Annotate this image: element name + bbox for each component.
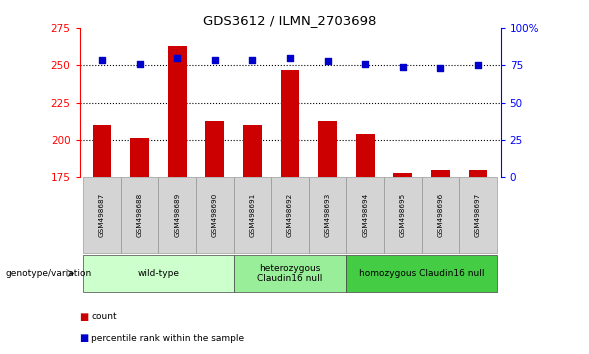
Bar — [281, 70, 299, 177]
Text: GSM498691: GSM498691 — [250, 193, 256, 237]
Point — [398, 64, 408, 70]
Text: GSM498689: GSM498689 — [174, 193, 180, 237]
Text: GSM498690: GSM498690 — [212, 193, 218, 237]
Point — [360, 61, 370, 67]
Text: heterozygous
Claudin16 null: heterozygous Claudin16 null — [257, 264, 323, 283]
Text: count: count — [91, 312, 117, 321]
Text: homozygous Claudin16 null: homozygous Claudin16 null — [359, 269, 484, 278]
Bar — [243, 125, 262, 177]
Point — [436, 65, 445, 71]
Point — [97, 57, 107, 62]
Bar — [168, 46, 187, 177]
Bar — [356, 134, 375, 177]
Text: ■: ■ — [80, 333, 89, 343]
Bar — [206, 120, 224, 177]
Text: wild-type: wild-type — [137, 269, 180, 278]
Text: GSM498696: GSM498696 — [438, 193, 444, 237]
Point — [135, 61, 144, 67]
Bar — [469, 170, 488, 177]
Text: GSM498692: GSM498692 — [287, 193, 293, 237]
Point — [210, 57, 220, 62]
Text: genotype/variation: genotype/variation — [6, 269, 92, 278]
Point — [248, 57, 257, 62]
Point — [173, 55, 182, 61]
Title: GDS3612 / ILMN_2703698: GDS3612 / ILMN_2703698 — [203, 14, 377, 27]
Point — [285, 55, 294, 61]
Bar — [318, 120, 337, 177]
Bar — [92, 125, 111, 177]
Text: percentile rank within the sample: percentile rank within the sample — [91, 333, 244, 343]
Text: GSM498688: GSM498688 — [137, 193, 143, 237]
Text: GSM498693: GSM498693 — [325, 193, 330, 237]
Text: GSM498694: GSM498694 — [362, 193, 368, 237]
Text: GSM498695: GSM498695 — [400, 193, 406, 237]
Text: GSM498697: GSM498697 — [475, 193, 481, 237]
Text: GSM498687: GSM498687 — [99, 193, 105, 237]
Bar — [393, 172, 412, 177]
Bar — [130, 138, 149, 177]
Bar — [431, 170, 450, 177]
Point — [474, 63, 483, 68]
Text: ■: ■ — [80, 312, 89, 322]
Point — [323, 58, 332, 64]
